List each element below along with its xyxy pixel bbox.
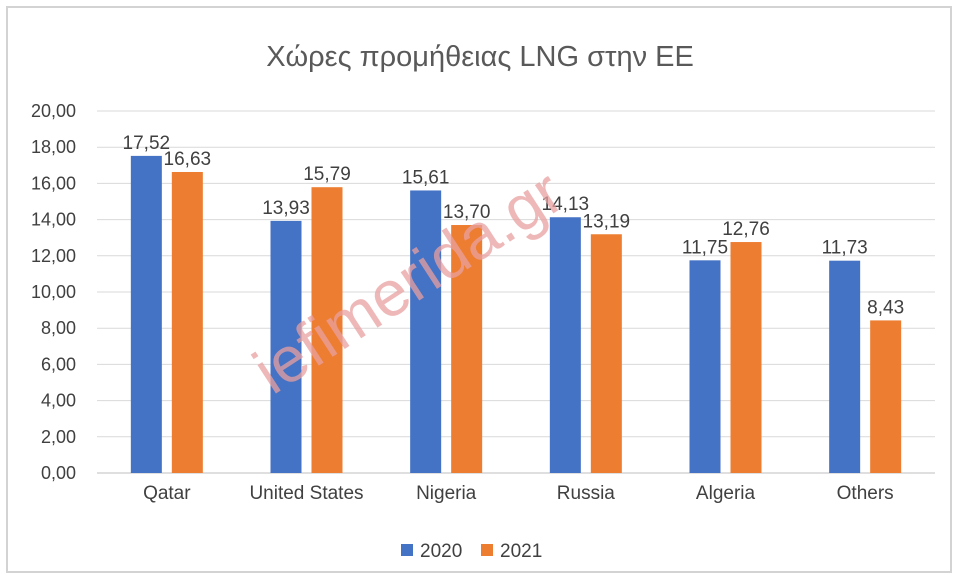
bar xyxy=(171,171,203,473)
bar xyxy=(689,260,721,473)
y-tick-label: 18,00 xyxy=(31,137,76,157)
data-label: 16,63 xyxy=(164,149,212,170)
data-label: 11,73 xyxy=(822,238,868,259)
data-label: 11,75 xyxy=(682,237,728,258)
data-label: 14,13 xyxy=(542,194,590,215)
bar xyxy=(829,260,861,473)
y-tick-label: 10,00 xyxy=(31,282,76,302)
bars xyxy=(130,155,902,474)
y-tick-label: 14,00 xyxy=(31,210,76,230)
legend-swatch xyxy=(401,544,413,556)
data-label: 13,93 xyxy=(262,198,310,219)
y-tick-label: 2,00 xyxy=(41,427,76,447)
data-label: 13,19 xyxy=(583,211,631,232)
bar xyxy=(451,225,483,473)
data-label: 13,70 xyxy=(443,202,491,223)
y-tick-label: 12,00 xyxy=(31,246,76,266)
x-tick-label: Qatar xyxy=(143,483,191,504)
x-tick-label: United States xyxy=(249,483,363,504)
bar xyxy=(870,320,902,473)
bar xyxy=(410,190,442,474)
data-label: 12,76 xyxy=(722,219,770,240)
data-label: 15,79 xyxy=(303,164,351,185)
gridlines xyxy=(97,110,935,474)
x-tick-label: Nigeria xyxy=(416,483,477,504)
bar xyxy=(730,242,762,473)
x-axis: Qatar United States Nigeria Russia Algeria Ot… xyxy=(143,483,894,504)
legend-swatch xyxy=(481,544,493,556)
y-tick-label: 6,00 xyxy=(41,354,76,374)
bar xyxy=(270,220,302,473)
chart-title: Χώρες προμήθειας LNG στην ΕΕ xyxy=(266,41,694,73)
data-label: 15,61 xyxy=(402,167,450,188)
y-axis: 0,00 2,00 4,00 6,00 8,00 10,00 12,00 14,00 16,00… xyxy=(31,101,76,483)
x-tick-label: Others xyxy=(837,483,894,504)
bar xyxy=(590,234,622,473)
x-tick-label: Russia xyxy=(557,483,616,504)
bar xyxy=(311,187,343,474)
y-tick-label: 16,00 xyxy=(31,173,76,193)
y-tick-label: 20,00 xyxy=(31,101,76,121)
y-tick-label: 0,00 xyxy=(41,463,76,483)
legend: 2020 2021 xyxy=(401,541,542,562)
y-tick-label: 4,00 xyxy=(41,391,76,411)
legend-label: 2021 xyxy=(500,541,542,562)
y-tick-label: 8,00 xyxy=(41,318,76,338)
bar xyxy=(130,155,162,473)
x-tick-label: Algeria xyxy=(696,483,756,504)
bar xyxy=(549,217,581,473)
data-label: 8,43 xyxy=(867,297,904,318)
data-label: 17,52 xyxy=(123,133,171,154)
legend-label: 2020 xyxy=(420,541,462,562)
